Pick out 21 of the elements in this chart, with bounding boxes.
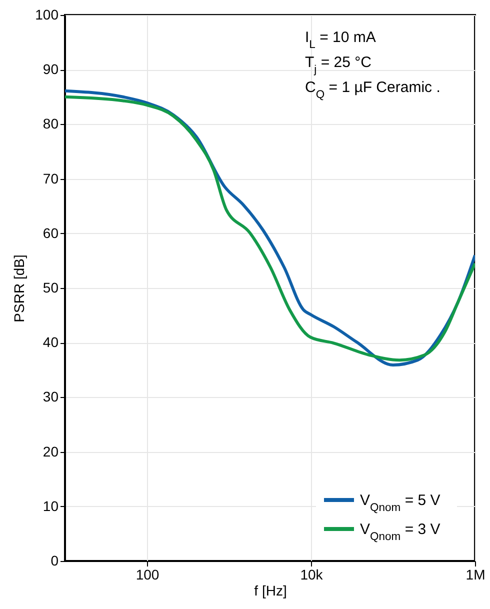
- x-axis-title: f [Hz]: [254, 582, 287, 598]
- x-tick-label: 10k: [300, 566, 324, 582]
- y-tick-label: 100: [35, 6, 59, 22]
- y-tick-label: 70: [42, 170, 59, 186]
- y-tick-label: 90: [42, 61, 59, 78]
- y-tick-label: 10: [42, 498, 59, 514]
- y-tick-label: 50: [42, 280, 59, 296]
- y-tick-label: 80: [42, 116, 59, 132]
- y-tick-label: 30: [42, 388, 59, 405]
- y-axis-title: PSRR [dB]: [11, 254, 28, 322]
- y-tick-label: 40: [42, 334, 59, 350]
- annotation: I$_{L}$ = 10 mA: [305, 29, 376, 51]
- y-tick-label: 0: [50, 552, 59, 568]
- legend-label: V$_{Qnom}$ = 3 V: [360, 521, 440, 543]
- x-tick-label: 1M: [466, 566, 486, 582]
- legend-label: V$_{Qnom}$ = 5 V: [360, 492, 440, 514]
- y-tick-label: 20: [42, 443, 59, 460]
- annotation: T$_{j}$ = 25 °C: [305, 54, 372, 76]
- x-tick-label: 100: [136, 566, 160, 582]
- y-tick-label: 60: [42, 224, 59, 241]
- annotation: C$_{Q}$ = 1 µF Ceramic .: [305, 79, 440, 101]
